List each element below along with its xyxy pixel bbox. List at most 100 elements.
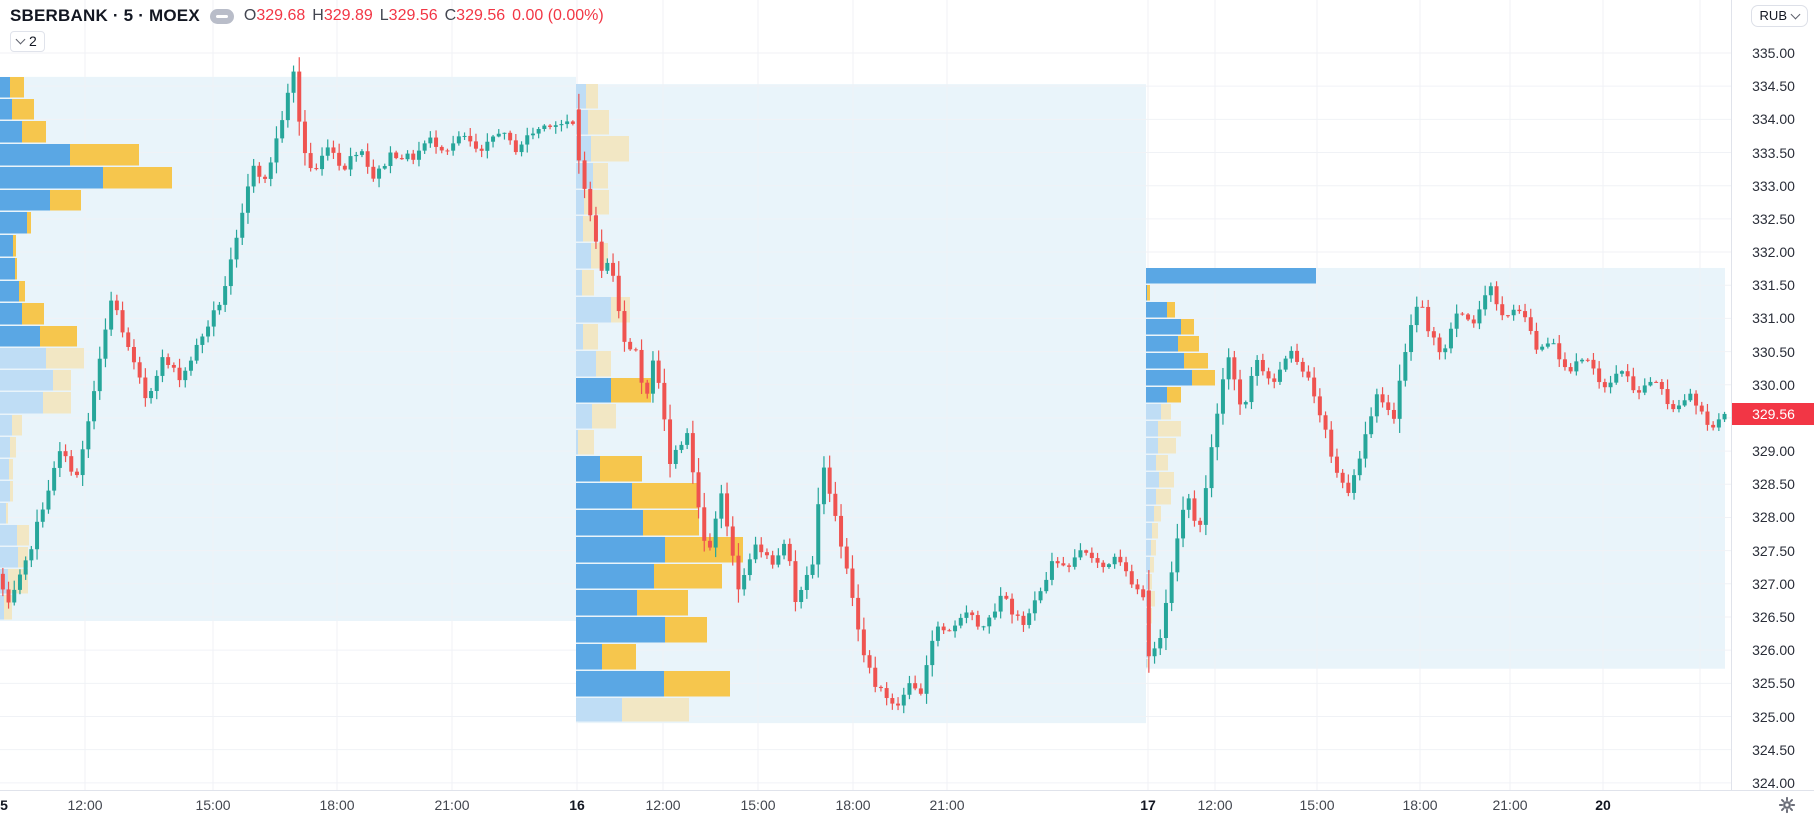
candle-body [1363,434,1368,459]
volume-profile-bar-buy [0,167,103,189]
volume-profile-bar-buy [576,404,592,429]
time-axis[interactable]: 5 12:00 15:00 18:00 21:00 16 12:00 15:00 18:00 21… [0,790,1814,818]
volume-profile-bar-sell [1167,387,1181,403]
candle-body [280,120,285,139]
volume-profile-bar-sell [632,483,699,509]
candle-body [1483,295,1488,310]
candle-body [1591,359,1596,369]
volume-profile-bar-buy [0,190,50,211]
candle-body [878,686,883,689]
candle-body [616,275,621,312]
candle-body [479,148,484,151]
volume-profile-bar-sell [46,348,84,369]
candle-body [1460,313,1465,315]
candle-body [120,310,125,333]
chevron-down-icon [1790,9,1801,19]
candle-body [57,451,62,468]
time-axis-label: 21:00 [929,797,965,813]
candle-body [399,158,404,160]
candle-body [1203,488,1208,525]
volume-profile-bar-sell [27,212,31,234]
candle-body [662,382,667,420]
session-background [1146,267,1725,669]
candle-body [770,555,775,565]
volume-profile-bar-sell [70,144,139,166]
candle-body [80,449,85,476]
candle-body [194,344,199,361]
candle-body [1215,413,1220,448]
candle-body [439,146,444,151]
volume-profile-bar-buy [576,216,583,242]
candle-body [1642,385,1647,393]
candle-body [992,611,997,618]
volume-profile-bar-buy [0,235,13,257]
candle-body [964,612,969,618]
price-axis-label: 332.50 [1752,210,1795,227]
candle-body [645,382,650,394]
currency-button[interactable]: RUB [1750,5,1808,27]
price-axis-label: 333.50 [1752,144,1795,161]
symbol-title[interactable]: SBERBANK · 5 · MOEX [10,6,200,25]
candle-body [325,147,330,156]
volume-profile-bar-buy [0,77,10,98]
candle-body [1625,371,1630,377]
candle-body [114,300,119,311]
price-axis-label: 327.50 [1752,542,1795,559]
candle-body [1124,562,1129,572]
candle-body [1631,376,1636,391]
candle-body [1540,346,1545,350]
candle-body [679,444,684,450]
collapse-indicators-button[interactable]: 2 [10,31,45,52]
candle-body [405,153,410,160]
open-label: O [243,7,257,24]
candle-body [913,683,918,689]
candle-body [496,133,501,137]
candle-body [183,370,188,381]
candle-body [1181,509,1186,539]
candle-body [553,125,558,127]
candle-body [742,575,747,590]
volume-profile-bar-sell [13,235,16,257]
volume-profile-bar-buy [1146,387,1167,403]
candle-body [930,640,935,666]
candle-body [702,507,707,541]
price-axis[interactable]: RUB 329.56 335.00 334.50 334.00 333.50 333.0… [1731,0,1814,791]
candle-body [764,552,769,556]
settings-gear-icon[interactable] [1778,796,1796,818]
candle-body [1602,382,1607,388]
price-axis-label: 324.00 [1752,774,1795,791]
candle-body [126,332,131,347]
candle-body [1374,394,1379,417]
volume-profile-bar-sell [6,503,8,524]
volume-profile-bar-sell [19,281,25,302]
candle-body [416,150,421,160]
candle-body [1517,309,1522,312]
volume-profile-bar-sell [53,370,71,391]
candle-body [1585,359,1590,361]
candle-body [1397,380,1402,419]
candle-body [1317,396,1322,416]
volume-profile-bar-buy [1146,404,1161,420]
chart-canvas[interactable] [0,0,1731,790]
candle-body [1488,286,1493,296]
volume-profile-bar-buy [1146,455,1156,471]
volume-profile-bar-sell [1152,523,1158,539]
candle-body [331,147,336,153]
candle-body [628,341,633,350]
candle-body [285,92,290,121]
candle-body [234,237,239,260]
volume-profile-bar-buy [576,324,583,350]
candle-body [918,688,923,694]
candle-body [1352,475,1357,493]
candle-body [1141,589,1146,598]
candle-body [1682,400,1687,406]
candle-body [816,504,821,565]
candle-body [799,589,804,603]
candle-body [1340,472,1345,483]
minus-pill-icon[interactable] [209,8,234,24]
volume-profile-bar-buy [0,303,22,325]
candle-body [422,143,427,151]
candle-body [1072,557,1077,567]
volume-profile-bar-sell [1192,370,1215,386]
volume-profile-bar-buy [0,415,12,436]
